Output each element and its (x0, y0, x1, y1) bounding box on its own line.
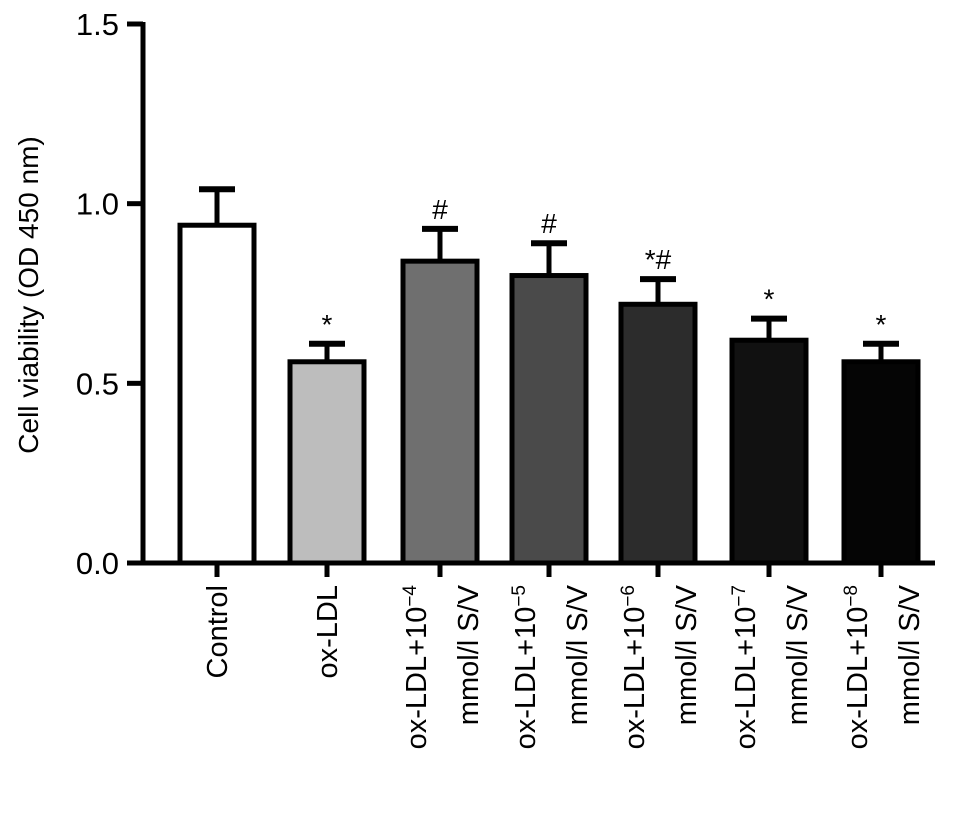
x-tick-label-line2: mmol/l S/V (894, 584, 926, 725)
bar (729, 337, 809, 566)
bar (618, 301, 698, 566)
x-tick-label: ox-LDL+10−6 (618, 585, 652, 749)
x-tick-label-superscript: −5 (509, 585, 530, 607)
x-tick-label-line2: mmol/l S/V (562, 584, 594, 725)
x-tick-label: ox-LDL+10−4 (400, 585, 434, 750)
bar (177, 222, 257, 566)
x-tick-label-text: ox-LDL+10 (401, 607, 433, 750)
significance-marker: * (322, 309, 333, 340)
x-tick-label-line2: mmol/l S/V (671, 584, 703, 725)
significance-marker: * (876, 309, 887, 340)
y-tick-label: 0.0 (76, 546, 119, 581)
x-tick-label-line2: mmol/l S/V (453, 584, 485, 725)
bar (400, 258, 480, 566)
x-tick-label-text: ox-LDL+10 (730, 607, 762, 750)
significance-marker: * (764, 284, 775, 315)
y-tick-label: 1.5 (76, 7, 119, 42)
x-tick-label-superscript: −7 (729, 585, 750, 607)
x-tick-label: ox-LDL+10−8 (841, 585, 875, 749)
x-tick-label: ox-LDL+10−5 (509, 585, 543, 749)
x-tick-label-text: ox-LDL+10 (510, 607, 542, 750)
y-tick-label: 0.5 (76, 366, 119, 401)
x-tick-label: ox-LDL+10−7 (729, 585, 763, 749)
significance-marker: *# (645, 244, 672, 275)
bar (841, 359, 921, 566)
y-tick-label: 1.0 (76, 187, 119, 222)
x-tick-label: ox-LDL (312, 585, 344, 679)
y-axis-label: Cell viability (OD 450 nm) (13, 136, 44, 453)
x-tick-label-superscript: −6 (618, 585, 639, 607)
bar (287, 359, 367, 566)
x-tick-label-superscript: −4 (400, 585, 421, 607)
x-tick-label-line2: mmol/l S/V (782, 584, 814, 725)
x-tick-label-text: ox-LDL (312, 585, 344, 679)
x-tick-label-superscript: −8 (841, 585, 862, 607)
bar (509, 273, 589, 566)
x-tick-label: Control (202, 585, 234, 679)
significance-marker: # (541, 208, 557, 239)
x-tick-label-text: ox-LDL+10 (619, 607, 651, 750)
x-tick-label-text: ox-LDL+10 (842, 607, 874, 750)
x-tick-label-text: Control (202, 585, 234, 679)
significance-marker: # (432, 194, 448, 225)
